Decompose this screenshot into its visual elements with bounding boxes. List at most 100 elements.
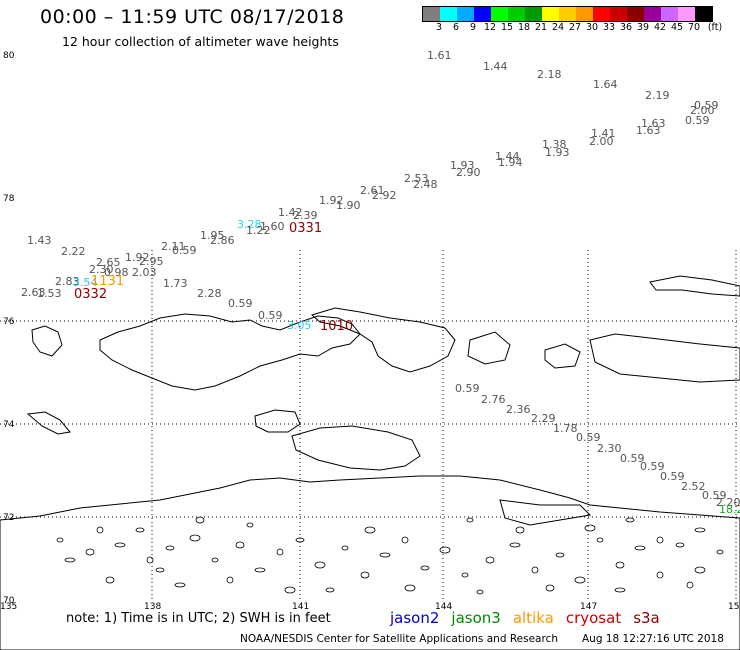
lake (105, 576, 115, 584)
wave-height-value: 0.59 (640, 460, 665, 473)
scale-swatch (610, 7, 627, 21)
scale-swatch (423, 7, 440, 21)
coastline-island-east (310, 307, 456, 373)
wave-height-value: 1.92 (125, 251, 150, 264)
scale-label: 27 (568, 22, 582, 33)
wave-height-value: 2.29 (531, 412, 556, 425)
scale-label: 36 (619, 22, 633, 33)
wave-height-value: 18.2 (719, 503, 740, 516)
wave-height-value: 1.92 (319, 194, 344, 207)
lake (135, 527, 145, 533)
longitude-label: 141 (292, 602, 309, 612)
map-title: 00:00 – 11:59 UTC 08/17/2018 (40, 6, 345, 28)
longitude-label: 147 (580, 602, 597, 612)
scale-label: 12 (483, 22, 497, 33)
lake (656, 571, 664, 579)
scale-swatch (695, 7, 712, 21)
pass-time-label: 0332 (74, 287, 107, 302)
coastline-mainland-east (467, 331, 740, 383)
lake (555, 552, 565, 558)
coastline-island-main (99, 313, 361, 391)
scale-label: 21 (534, 22, 548, 33)
wave-height-value: 1.93 (450, 159, 475, 172)
wave-height-value: 0.59 (660, 470, 685, 483)
latitude-label: 72 (3, 513, 14, 523)
wave-height-value: 1.38 (542, 138, 567, 151)
lake (195, 516, 205, 524)
wave-height-value: 1.63 (636, 124, 661, 137)
lake (596, 537, 604, 543)
wave-height-value: 3.05 (287, 319, 312, 332)
lake (584, 524, 596, 532)
wave-height-value: 1.95 (200, 229, 225, 242)
lake (515, 526, 525, 534)
wave-height-value: 2.76 (481, 393, 506, 406)
latitude-label: 78 (3, 194, 15, 204)
lake (574, 576, 586, 584)
wave-height-value: 2.30 (89, 263, 114, 276)
lake (189, 534, 201, 542)
wave-height-value: 1.78 (553, 422, 578, 435)
generation-timestamp: Aug 18 12:27:16 UTC 2018 (582, 633, 724, 645)
wave-height-value: 0.59 (258, 309, 283, 322)
scale-label: 18 (517, 22, 531, 33)
lake (276, 548, 284, 556)
lake (531, 566, 539, 574)
lake (295, 537, 305, 543)
wave-height-value: 2.95 (139, 255, 164, 268)
lake (226, 576, 234, 584)
satellite-name: s3a (633, 609, 660, 627)
scale-swatch (593, 7, 610, 21)
scale-label: 24 (551, 22, 565, 33)
scale-label: 9 (469, 22, 477, 33)
longitude-label: 135 (0, 602, 17, 612)
lake (476, 589, 484, 595)
latitude-label: 70 (3, 596, 15, 606)
wave-height-value: 1.42 (278, 206, 303, 219)
wave-height-value: 0.59 (576, 431, 601, 444)
pass-time-label: 1131 (91, 274, 124, 289)
wave-height-value: 1.61 (427, 49, 452, 62)
wave-height-value: 1.60 (260, 220, 285, 233)
scale-swatch (644, 7, 661, 21)
longitude-label: 150 (728, 602, 740, 612)
scale-swatch (525, 7, 542, 21)
lake (64, 557, 76, 563)
scale-swatch (508, 7, 525, 21)
lake (656, 536, 664, 544)
coastline-island-mid (254, 409, 301, 433)
scale-swatch (559, 7, 576, 21)
wave-height-value: 2.83 (55, 275, 80, 288)
wave-height-value: 2.19 (645, 89, 670, 102)
scale-label: 15 (500, 22, 514, 33)
lake (675, 542, 685, 548)
wave-height-value: 3.54 (73, 276, 98, 289)
wave-height-value: 2.00 (690, 104, 715, 117)
lake (694, 527, 706, 533)
scale-label: 6 (452, 22, 460, 33)
coastline-mainland-south (0, 475, 740, 650)
lake (686, 581, 694, 589)
lake (114, 542, 126, 548)
lake (364, 526, 376, 534)
lake (615, 561, 625, 569)
scale-label: 42 (653, 22, 667, 33)
map-subtitle: 12 hour collection of altimeter wave hei… (62, 34, 339, 49)
lake (96, 526, 104, 534)
lake (404, 584, 416, 592)
satellite-name: jason3 (451, 609, 501, 627)
wave-height-value: 0.59 (685, 114, 710, 127)
scale-label: 45 (670, 22, 684, 33)
scale-label: 30 (585, 22, 599, 33)
wave-height-value: 1.44 (483, 60, 508, 73)
wave-height-value: 1.22 (246, 224, 271, 237)
lake (155, 567, 165, 573)
coastline-delta (499, 499, 592, 526)
lake (174, 582, 186, 588)
wave-height-value: 2.92 (372, 189, 397, 202)
wave-height-value: 2.36 (506, 403, 531, 416)
scale-swatch (576, 7, 593, 21)
wave-height-value: 0.59 (702, 489, 727, 502)
wave-height-value: 1.93 (545, 146, 570, 159)
